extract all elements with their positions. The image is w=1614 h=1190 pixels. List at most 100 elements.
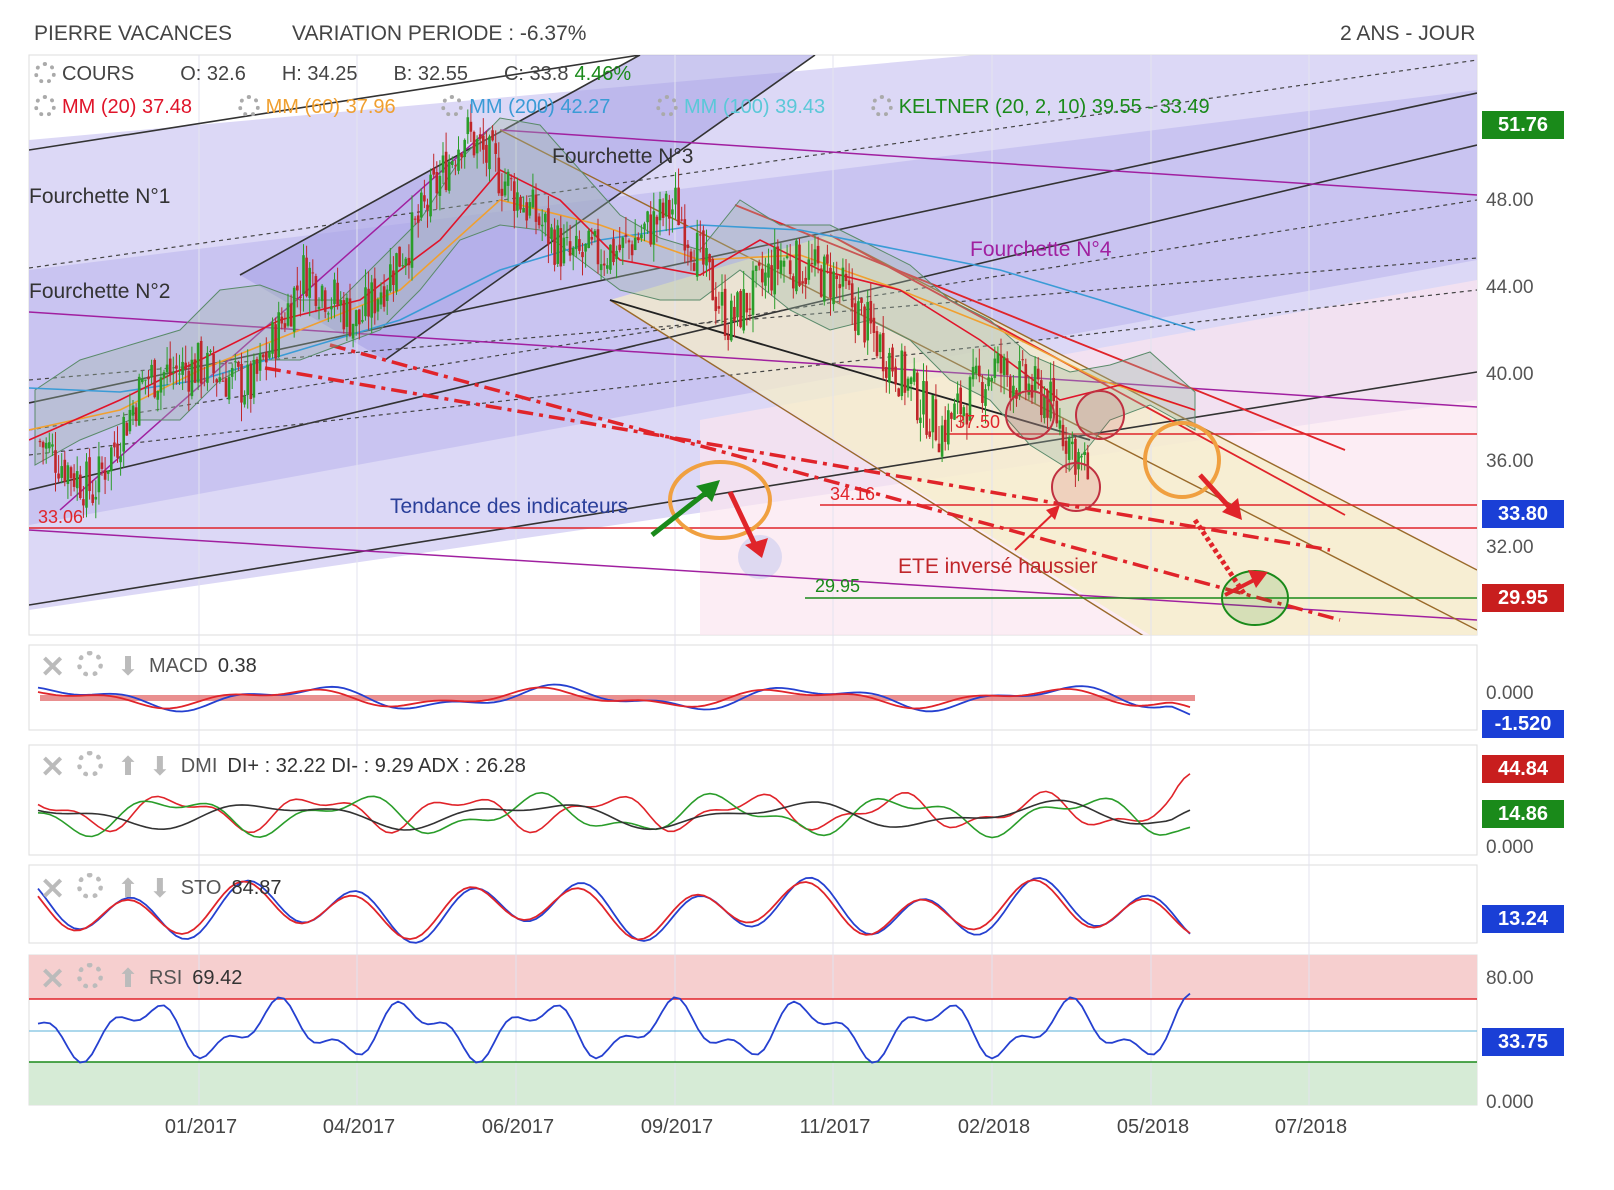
gear-icon[interactable]: [77, 751, 104, 777]
candle-body: [1009, 376, 1012, 398]
candle-body: [69, 467, 73, 479]
close-icon[interactable]: ✕: [40, 651, 66, 684]
gear-icon[interactable]: [655, 95, 678, 117]
candle-body: [854, 303, 857, 331]
candle-body: [420, 192, 423, 218]
candle-body: [435, 172, 439, 194]
close-icon[interactable]: ✕: [40, 751, 66, 784]
arrow-down-icon[interactable]: ⬇: [148, 873, 171, 903]
gear-icon[interactable]: [34, 95, 56, 117]
candle-body: [689, 251, 693, 261]
candle-body: [500, 188, 504, 196]
price-axis-label: 40.00: [1486, 364, 1534, 385]
candle-body: [57, 473, 60, 479]
candle-body: [491, 130, 494, 141]
candle-body: [323, 290, 327, 312]
arrow-up-icon[interactable]: ⬆: [117, 873, 139, 903]
candle-body: [708, 254, 711, 263]
arrow-down-icon[interactable]: ⬇: [117, 651, 139, 681]
close-icon[interactable]: ✕: [40, 963, 66, 996]
sto-panel: [28, 864, 1478, 944]
candle-body: [1027, 383, 1031, 395]
candle-body: [1071, 441, 1074, 445]
candle-body: [134, 407, 138, 421]
candle-body: [664, 193, 668, 217]
candle-body: [971, 366, 975, 380]
candle-body: [891, 347, 894, 372]
candle-body: [900, 350, 904, 397]
price-tag: 33.75: [1482, 1028, 1564, 1056]
candle-body: [494, 143, 497, 154]
dmi-lines: [37, 773, 1191, 839]
candle-body: [655, 216, 659, 225]
candle-body: [630, 244, 634, 256]
gear-icon[interactable]: [441, 95, 464, 117]
candle-body: [410, 212, 414, 268]
close-icon[interactable]: ✕: [40, 873, 66, 906]
candle-body: [1061, 424, 1065, 447]
candle-body: [60, 466, 63, 478]
candle-body: [571, 247, 575, 256]
candle-body: [416, 215, 420, 223]
candle-body: [311, 272, 315, 274]
candle-body: [327, 313, 330, 315]
period-selector[interactable]: 2 ANS - JOUR: [1340, 22, 1476, 45]
candle-body: [153, 359, 156, 398]
candle-body: [472, 131, 476, 156]
candle-body: [1058, 420, 1062, 429]
candle-body: [1002, 356, 1006, 376]
candle-body: [103, 470, 107, 480]
candle-body: [953, 403, 956, 420]
candle-body: [943, 419, 947, 442]
candle-body: [466, 117, 470, 135]
candle-body: [382, 286, 386, 307]
arrow-up-icon[interactable]: ⬆: [117, 963, 139, 993]
candle-body: [838, 284, 842, 289]
ticker-name: PIERRE VACANCES: [34, 22, 232, 45]
candle-body: [590, 236, 594, 240]
candle-body: [243, 396, 246, 405]
candle-body: [292, 287, 296, 332]
candle-body: [516, 192, 519, 211]
candle-body: [336, 282, 339, 305]
date-axis-label: 02/2018: [957, 1116, 1031, 1138]
candle-body: [110, 447, 113, 472]
candle-body: [41, 442, 45, 448]
candle-body: [680, 219, 683, 221]
candle-body: [668, 199, 671, 219]
arrow-up-icon[interactable]: ⬆: [117, 751, 139, 781]
candle-body: [497, 157, 501, 194]
candle-body: [168, 358, 172, 375]
arrow-down-icon[interactable]: ⬇: [148, 751, 171, 781]
candle-body: [203, 378, 206, 380]
gear-icon[interactable]: [77, 651, 104, 677]
candle-body: [950, 412, 953, 419]
gear-icon[interactable]: [34, 62, 56, 84]
candle-body: [658, 199, 662, 221]
candle-body: [606, 265, 609, 269]
candle-body: [798, 244, 801, 286]
candle-body: [792, 276, 795, 289]
candle-body: [906, 378, 910, 391]
candle-body: [962, 407, 966, 417]
candle-body: [640, 234, 643, 239]
date-axis-label: 11/2017: [799, 1116, 871, 1138]
fourchette3-label: Fourchette N°3: [552, 145, 694, 168]
sto-panel-header: ✕ ⬆ ⬇ STO 84.87: [40, 873, 282, 906]
candle-body: [289, 303, 293, 327]
candle-body: [565, 237, 569, 239]
price-tag: 51.76: [1482, 111, 1564, 139]
gear-icon[interactable]: [870, 95, 893, 117]
candle-body: [94, 496, 98, 500]
candle-body: [280, 316, 284, 324]
candle-body: [128, 409, 132, 432]
chart-header: PIERRE VACANCES VARIATION PERIODE : -6.3…: [0, 0, 1614, 58]
candle-body: [265, 351, 268, 363]
candle-body: [240, 363, 243, 403]
gear-icon[interactable]: [77, 873, 104, 899]
candle-body: [739, 290, 742, 328]
gear-icon[interactable]: [237, 95, 260, 117]
candle-body: [385, 289, 389, 302]
gear-icon[interactable]: [77, 963, 104, 989]
date-axis-label: 04/2017: [322, 1116, 396, 1138]
